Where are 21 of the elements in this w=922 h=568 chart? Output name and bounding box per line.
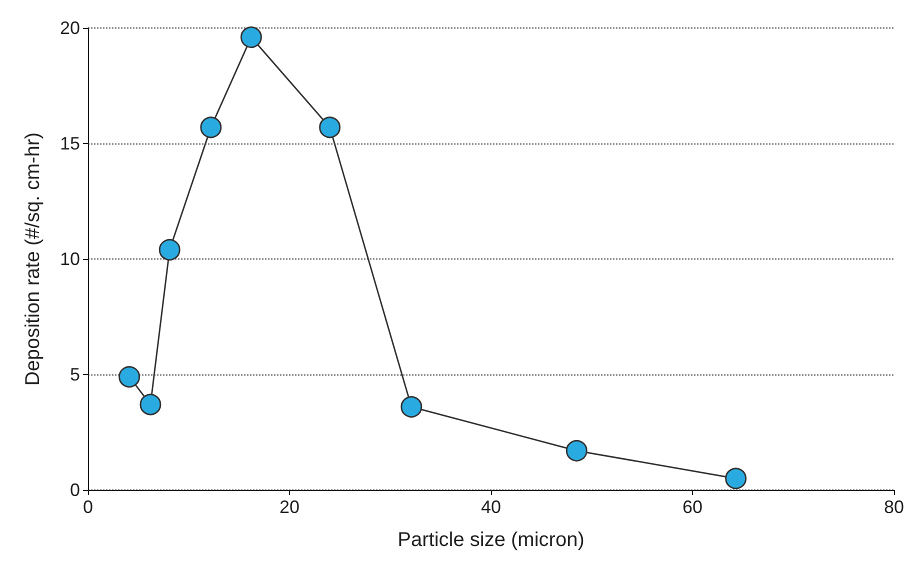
point (725, 468, 747, 490)
x-axis-title: Particle size (micron) (398, 529, 584, 551)
point (118, 366, 140, 388)
y-axis-title: Deposition rate (#/sq. cm-hr) (22, 132, 44, 386)
point (566, 440, 588, 462)
point (158, 239, 180, 261)
y-tick-label: 20 (60, 18, 80, 38)
x-tick-label: 20 (279, 497, 300, 517)
x-tick-label: 0 (82, 497, 94, 517)
x-tick-label: 80 (884, 497, 904, 517)
point (319, 116, 341, 138)
point (240, 26, 262, 48)
point (200, 116, 222, 138)
y-tick-label: 10 (60, 249, 80, 269)
y-tick-label: 15 (60, 134, 80, 154)
point (140, 394, 162, 416)
point (400, 396, 422, 418)
y-tick-label: 5 (70, 364, 80, 384)
y-tick-label: 0 (70, 480, 80, 500)
x-tick-label: 40 (480, 497, 502, 517)
x-tick-label: 60 (682, 497, 703, 517)
